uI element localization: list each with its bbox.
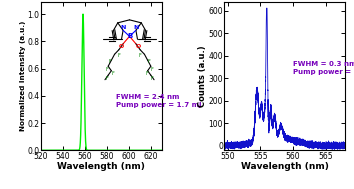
X-axis label: Wavelength (nm): Wavelength (nm) — [241, 162, 329, 171]
Y-axis label: Normalized Intensity (a.u.): Normalized Intensity (a.u.) — [20, 21, 26, 131]
X-axis label: Wavelength (nm): Wavelength (nm) — [57, 162, 145, 171]
Y-axis label: Counts (a.u.): Counts (a.u.) — [198, 45, 207, 107]
Text: FWHM = 2.4 nm
Pump power = 1.7 mJ: FWHM = 2.4 nm Pump power = 1.7 mJ — [116, 94, 201, 108]
Text: FWHM = 0.3 nm
Pump power = 1.06 mJ: FWHM = 0.3 nm Pump power = 1.06 mJ — [293, 61, 354, 75]
